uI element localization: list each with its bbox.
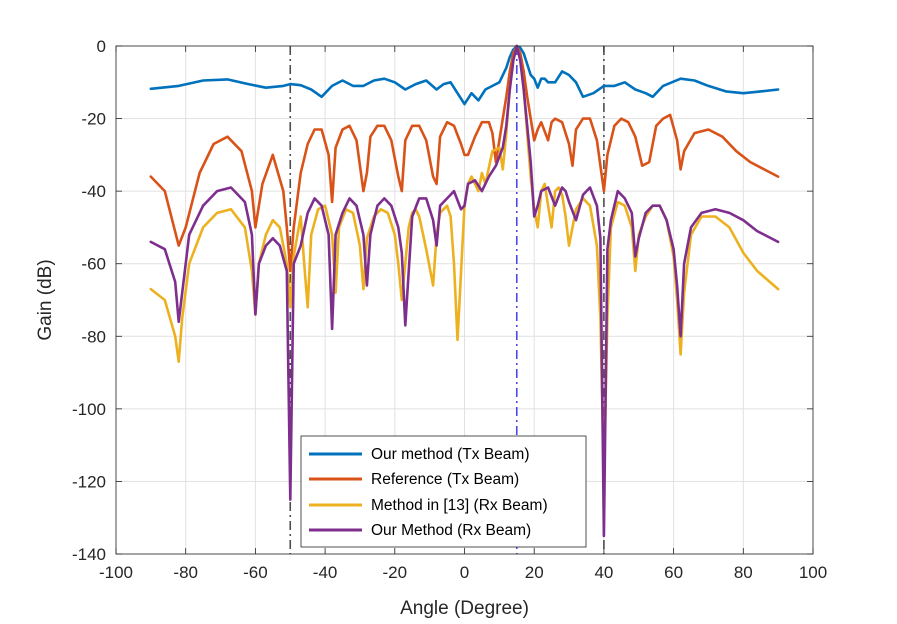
legend-label: Our Method (Rx Beam) bbox=[371, 522, 531, 539]
series-line bbox=[149, 44, 780, 538]
legend: Our method (Tx Beam) Reference (Tx Beam)… bbox=[300, 435, 587, 548]
x-tick-label: -80 bbox=[173, 563, 198, 582]
x-tick-labels: -100 -80 -60 -40 -20 0 20 40 60 80 100 bbox=[99, 563, 827, 582]
axis-ticks bbox=[115, 45, 814, 555]
y-tick-label: -60 bbox=[81, 255, 106, 274]
legend-item: Our method (Tx Beam) bbox=[309, 446, 530, 463]
x-tick-label: 0 bbox=[460, 563, 469, 582]
series-line bbox=[149, 44, 780, 273]
x-tick-label: -100 bbox=[99, 563, 133, 582]
y-tick-label: -40 bbox=[81, 182, 106, 201]
y-tick-label: -140 bbox=[72, 545, 106, 564]
y-axis-title: Gain (dB) bbox=[35, 259, 56, 340]
data-series bbox=[149, 44, 780, 538]
legend-label: Method in [13] (Rx Beam) bbox=[371, 497, 548, 514]
y-tick-label: -120 bbox=[72, 472, 106, 491]
legend-item: Method in [13] (Rx Beam) bbox=[309, 497, 548, 514]
y-tick-label: 0 bbox=[97, 37, 106, 56]
legend-label: Our method (Tx Beam) bbox=[371, 446, 530, 463]
x-tick-label: 40 bbox=[594, 563, 613, 582]
y-tick-labels: 0 -20 -40 -60 -80 -100 -120 -140 bbox=[72, 37, 106, 564]
x-tick-label: 80 bbox=[734, 563, 753, 582]
x-tick-label: -40 bbox=[313, 563, 338, 582]
legend-label: Reference (Tx Beam) bbox=[371, 471, 519, 488]
y-tick-label: -20 bbox=[81, 110, 106, 129]
y-tick-label: -80 bbox=[81, 327, 106, 346]
x-tick-label: -60 bbox=[243, 563, 268, 582]
y-tick-label: -100 bbox=[72, 400, 106, 419]
x-tick-label: 20 bbox=[525, 563, 544, 582]
legend-item: Reference (Tx Beam) bbox=[309, 471, 519, 488]
x-tick-label: 60 bbox=[664, 563, 683, 582]
x-axis-title: Angle (Degree) bbox=[400, 598, 529, 619]
series-line bbox=[149, 44, 780, 106]
x-tick-label: -20 bbox=[383, 563, 408, 582]
x-tick-label: 100 bbox=[799, 563, 827, 582]
legend-item: Our Method (Rx Beam) bbox=[309, 522, 531, 539]
